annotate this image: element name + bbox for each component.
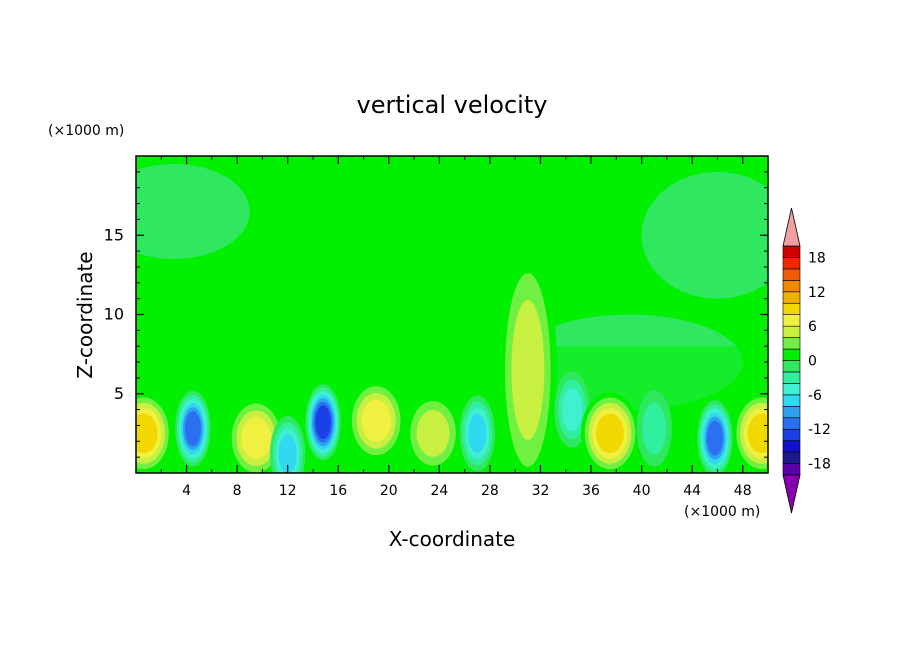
colorbar-label: 18 [808,250,826,266]
x-unit-label: (×1000 m) [684,504,760,520]
colorbar-swatch [782,337,801,350]
y-unit-label: (×1000 m) [48,123,124,139]
colorbar-swatch [782,463,801,476]
field-feature [468,413,487,453]
colorbar-label: -6 [808,388,822,404]
y-axis-label: Z-coordinate [73,251,97,378]
colorbar-swatch [782,245,801,258]
colorbar-label: -12 [808,422,831,438]
colorbar-swatch [782,440,801,453]
x-tick-label: 4 [182,483,191,499]
x-axis-ticks: 4 8 12 16 20 24 28 32 36 40 44 48 [160,156,752,499]
x-tick-label: 48 [734,483,752,499]
colorbar-label: 12 [808,285,826,301]
x-tick-label: 12 [279,483,297,499]
x-tick-label: 28 [481,483,499,499]
colorbar-swatch [782,257,801,270]
x-axis-label: X-coordinate [389,527,516,551]
colorbar-swatch [782,394,801,407]
x-tick-label: 32 [532,483,550,499]
field-feature [596,413,624,454]
field-feature [642,402,667,455]
chart-title: vertical velocity [357,91,548,119]
colorbar-swatch [782,405,801,419]
plot-area [136,156,768,473]
field-feature [511,299,545,441]
upper-field [300,156,693,244]
y-tick-label: 5 [114,384,124,403]
colorbar-label: 0 [808,354,817,370]
colorbar-swatch [782,348,801,361]
field-feature [747,413,768,454]
y-axis-ticks: 5 10 15 [104,171,768,458]
colorbar-under-arrow [782,474,801,514]
field-feature [416,410,450,457]
field-region [136,163,250,260]
colorbar-swatch [782,291,801,304]
x-tick-label: 44 [683,483,701,499]
field-feature [706,420,724,456]
field-feature [184,411,201,447]
field-feature [241,417,271,460]
field-feature [278,434,297,473]
colorbar-swatch [782,451,801,464]
x-tick-label: 24 [430,483,448,499]
colorbar-swatch [782,383,801,396]
field-feature [136,413,158,454]
x-tick-label: 40 [633,483,651,499]
field-feature [315,405,331,440]
colorbar-swatch [782,280,801,293]
colorbar-swatch [782,371,801,384]
colorbar-swatch [782,428,801,441]
colorbar-label: 6 [808,319,817,335]
x-tick-label: 16 [329,483,347,499]
colorbar-swatch [782,325,801,338]
colorbar-swatch [782,302,801,315]
y-tick-label: 15 [104,225,124,244]
x-tick-label: 8 [233,483,242,499]
x-tick-label: 36 [582,483,600,499]
colorbar: 18 12 6 0 -6 -12 -18 [782,207,831,514]
x-tick-label: 20 [380,483,398,499]
colorbar-swatch [782,360,801,373]
field-region [641,171,768,299]
field-feature [562,388,583,432]
field-feature [361,399,392,442]
colorbar-swatch [782,268,801,281]
colorbar-label: -18 [808,457,831,473]
colorbar-swatch [782,417,801,430]
colorbar-swatch [782,314,801,327]
colorbar-over-arrow [782,207,801,247]
y-tick-label: 10 [104,305,124,324]
